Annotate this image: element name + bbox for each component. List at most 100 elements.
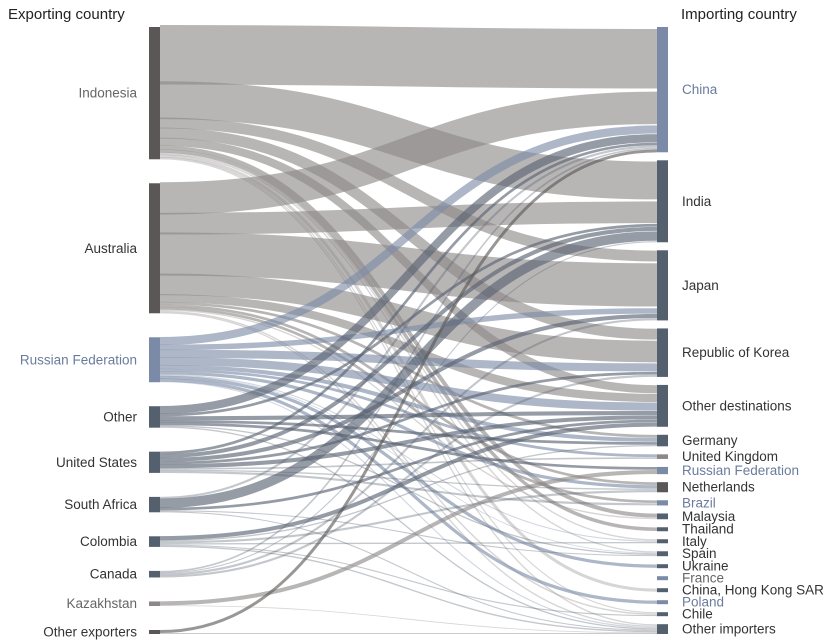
importer-node-ukraine xyxy=(657,564,668,569)
flow-south-africa-to-other-importers xyxy=(159,511,658,631)
flow-other-to-spain xyxy=(159,425,658,555)
flow-australia-to-china xyxy=(159,91,658,215)
flow-united-states-to-china xyxy=(159,142,658,455)
importer-label-france: France xyxy=(682,571,724,586)
importer-node-malaysia xyxy=(657,513,668,520)
importer-label-ukraine: Ukraine xyxy=(682,559,729,574)
importer-label-italy: Italy xyxy=(682,534,707,549)
flow-south-africa-to-china xyxy=(159,145,658,499)
importer-node-spain xyxy=(657,551,668,557)
flow-united-states-to-united-kingdom xyxy=(159,457,658,470)
flow-other-to-germany xyxy=(159,420,658,445)
nodes xyxy=(149,27,668,634)
importer-label-china-hong-kong-sar: China, Hong Kong SAR xyxy=(682,583,824,598)
flow-russian-federation-to-italy xyxy=(159,374,658,542)
importer-label-brazil: Brazil xyxy=(682,495,716,510)
importer-node-united-kingdom xyxy=(657,454,668,459)
importer-node-germany xyxy=(657,434,668,447)
exporter-node-kazakhstan xyxy=(149,601,160,606)
exporter-label-kazakhstan: Kazakhstan xyxy=(66,596,137,611)
flow-united-states-to-india xyxy=(159,226,658,459)
exporter-node-indonesia xyxy=(149,27,160,160)
exporting-country-title: Exporting country xyxy=(8,6,125,23)
flow-canada-to-china xyxy=(159,147,658,573)
exporter-label-australia: Australia xyxy=(84,241,137,256)
exporter-node-other xyxy=(149,406,160,428)
exporter-node-other-exporters xyxy=(149,630,160,634)
importer-label-other-destinations: Other destinations xyxy=(682,398,792,413)
node-labels: Indonesia Australia Russian Federation Othe… xyxy=(20,82,824,639)
flow-russian-federation-to-united-kingdom xyxy=(159,368,658,458)
importer-node-italy xyxy=(657,539,668,544)
flow-other-to-other-destinations xyxy=(159,411,658,421)
exporter-node-south-africa xyxy=(149,496,160,513)
flow-colombia-to-chile xyxy=(159,544,658,617)
flow-united-states-to-japan xyxy=(159,313,658,462)
exporter-label-colombia: Colombia xyxy=(80,534,138,549)
flow-south-africa-to-spain xyxy=(159,510,658,557)
exporter-label-other-exporters: Other exporters xyxy=(43,625,137,640)
flow-other-to-china xyxy=(159,134,658,415)
importer-label-china: China xyxy=(682,82,718,97)
importer-node-brazil xyxy=(657,500,668,506)
flow-canada-to-india xyxy=(159,241,658,574)
flow-united-states-to-other-destinations xyxy=(159,415,658,469)
flow-south-africa-to-india xyxy=(159,231,658,509)
flow-kazakhstan-to-russian-federation xyxy=(159,469,658,606)
exporter-label-united-states: United States xyxy=(56,455,137,470)
importer-node-china xyxy=(657,27,668,153)
flow-other-exporters-to-china xyxy=(159,149,658,634)
flow-russian-federation-to-other-destinations xyxy=(159,357,658,411)
importer-node-russian-federation xyxy=(657,466,668,475)
importer-label-spain: Spain xyxy=(682,546,717,561)
flow-united-states-to-republic-of-korea xyxy=(159,371,658,465)
flow-united-states-to-brazil xyxy=(159,470,658,506)
exporter-node-russian-federation xyxy=(149,337,160,383)
importer-node-chile xyxy=(657,612,668,617)
flow-other-to-other-importers xyxy=(159,426,658,630)
flow-australia-to-republic-of-korea xyxy=(159,273,658,363)
importer-label-chile: Chile xyxy=(682,607,713,622)
importer-label-republic-of-korea: Republic of Korea xyxy=(682,345,790,360)
importer-label-poland: Poland xyxy=(682,595,724,610)
flow-australia-to-india xyxy=(159,201,658,235)
exporter-node-colombia xyxy=(149,536,160,547)
importer-label-netherlands: Netherlands xyxy=(682,480,755,495)
importer-label-thailand: Thailand xyxy=(682,522,734,537)
importer-node-poland xyxy=(657,600,668,605)
flow-links xyxy=(159,25,658,635)
flow-colombia-to-italy xyxy=(159,541,658,545)
flow-other-to-russian-federation xyxy=(159,422,658,470)
importer-label-japan: Japan xyxy=(682,278,719,293)
importer-node-india xyxy=(657,160,668,243)
importer-label-united-kingdom: United Kingdom xyxy=(682,449,778,464)
importer-label-russian-federation: Russian Federation xyxy=(682,463,799,478)
exporter-node-united-states xyxy=(149,451,160,473)
exporter-label-russian-federation: Russian Federation xyxy=(20,352,137,367)
importer-node-thailand xyxy=(657,527,668,532)
flow-russian-federation-to-ukraine xyxy=(159,375,658,568)
flow-other-to-india xyxy=(159,223,658,417)
flow-russian-federation-to-china xyxy=(159,125,658,346)
flow-colombia-to-other-importers xyxy=(159,545,658,633)
importer-node-japan xyxy=(657,250,668,321)
exporter-label-canada: Canada xyxy=(90,567,138,582)
importer-label-india: India xyxy=(682,194,712,209)
importer-label-malaysia: Malaysia xyxy=(682,509,736,524)
exporter-node-canada xyxy=(149,570,160,578)
flow-colombia-to-other-destinations xyxy=(159,422,658,541)
exporter-node-australia xyxy=(149,183,160,314)
flow-russian-federation-to-germany xyxy=(159,364,658,442)
importer-node-other-destinations xyxy=(657,384,668,427)
importer-node-france xyxy=(657,576,668,581)
exporter-label-indonesia: Indonesia xyxy=(78,86,137,101)
importer-node-other-importers xyxy=(657,624,668,634)
flow-canada-to-republic-of-korea xyxy=(159,374,658,578)
flow-russian-federation-to-japan xyxy=(159,308,658,351)
flow-russian-federation-to-republic-of-korea xyxy=(159,349,658,372)
exporter-label-south-africa: South Africa xyxy=(64,497,137,512)
importer-node-netherlands xyxy=(657,482,668,493)
flow-colombia-to-germany xyxy=(159,444,658,542)
flow-australia-to-netherlands xyxy=(159,304,658,485)
